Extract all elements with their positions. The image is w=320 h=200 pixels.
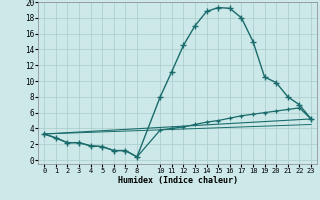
X-axis label: Humidex (Indice chaleur): Humidex (Indice chaleur) bbox=[118, 176, 238, 185]
